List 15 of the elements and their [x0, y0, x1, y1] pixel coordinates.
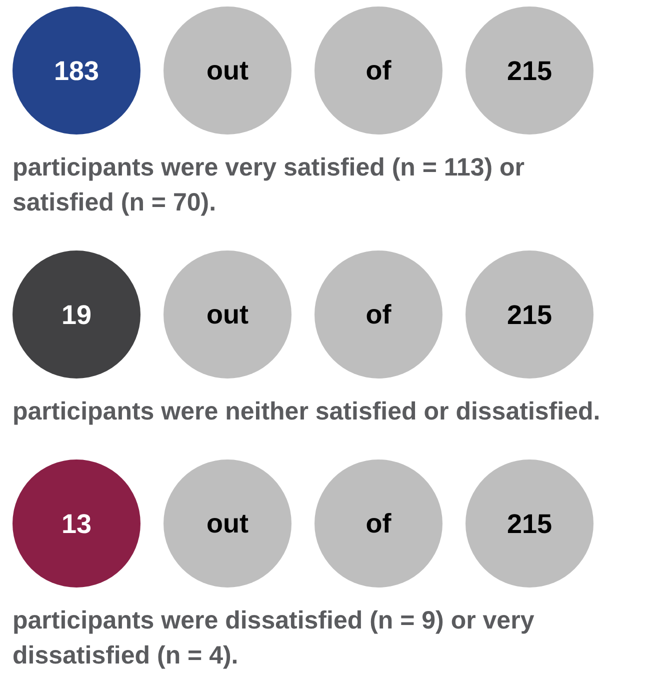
text: participants were very satisfied (n = 113) or satisfied (n = 70). [12, 154, 525, 216]
data-label: 183 [54, 56, 100, 86]
category-label: out [206, 56, 248, 86]
text: participants were neither satisfied or dissatisfied. [12, 398, 600, 426]
category-label: of [366, 508, 392, 538]
category-label: out [206, 508, 248, 538]
data-label: 215 [506, 509, 552, 539]
category-label: of [366, 300, 392, 330]
data-label: 13 [61, 509, 92, 539]
data-label: 215 [506, 300, 552, 330]
data-label: 215 [506, 56, 552, 86]
text: participants were dissatisfied (n = 9) or very dissatisfied (n = 4). [12, 606, 534, 670]
category-label: out [206, 300, 248, 330]
category-label: of [366, 56, 392, 86]
data-label: 19 [61, 300, 92, 330]
